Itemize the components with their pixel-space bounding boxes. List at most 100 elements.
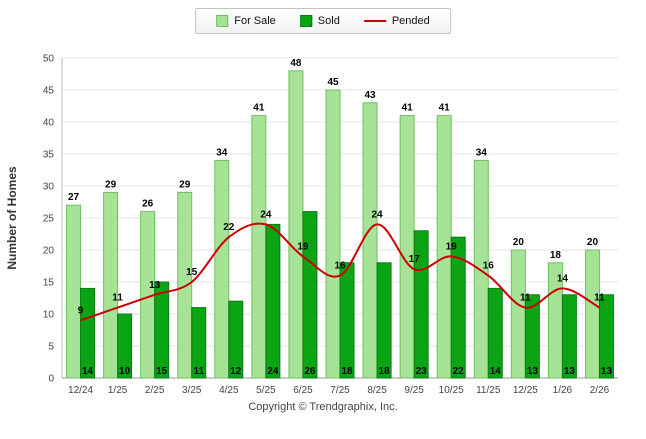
sold-value-label: 10 (119, 366, 131, 377)
x-tick-label: 1/26 (553, 385, 573, 396)
for-sale-bar (325, 89, 341, 379)
pended-value-label: 11 (112, 293, 123, 304)
for-sale-bar (177, 191, 193, 379)
for-sale-value-label: 45 (327, 77, 339, 88)
sold-value-label: 11 (193, 366, 204, 377)
pended-value-label: 19 (446, 241, 458, 252)
sold-bar (339, 262, 355, 379)
pended-value-label: 9 (78, 305, 84, 316)
for-sale-bar (214, 159, 230, 379)
pended-value-label: 15 (186, 267, 198, 278)
for-sale-value-label: 29 (105, 179, 117, 190)
for-sale-bar (399, 115, 415, 379)
y-tick-label: 25 (43, 214, 55, 225)
sold-value-label: 13 (601, 366, 613, 377)
pended-value-label: 22 (223, 222, 235, 233)
pended-value-label: 24 (372, 209, 384, 220)
pended-value-label: 14 (557, 273, 569, 284)
pended-value-label: 24 (260, 209, 272, 220)
pended-line (80, 222, 600, 322)
for-sale-value-label: 43 (365, 90, 377, 101)
sold-value-label: 14 (82, 366, 94, 377)
sold-value-label: 18 (379, 366, 391, 377)
x-tick-label: 1/25 (108, 385, 128, 396)
x-tick-label: 5/25 (256, 385, 276, 396)
legend-label: Pended (391, 15, 430, 27)
y-tick-label: 35 (43, 150, 55, 161)
pended-line-swatch (363, 20, 386, 22)
sold-value-label: 13 (527, 366, 539, 377)
for-sale-value-label: 34 (476, 147, 488, 158)
legend-item-pended: Pended (363, 15, 430, 27)
for-sale-value-label: 48 (290, 58, 302, 69)
pended-value-label: 11 (594, 293, 605, 304)
sold-bar (154, 281, 170, 379)
sold-bar (561, 294, 577, 379)
x-tick-label: 12/25 (513, 385, 538, 396)
y-axis-title: Number of Homes (5, 166, 19, 270)
pended-value-label: 17 (409, 254, 421, 265)
sold-bar (450, 236, 466, 379)
for-sale-bar (362, 102, 378, 379)
sold-value-label: 24 (267, 366, 279, 377)
pended-value-label: 13 (149, 280, 161, 291)
y-tick-label: 20 (43, 246, 55, 257)
sold-bar (487, 287, 503, 379)
legend-item-sold: Sold (299, 15, 340, 27)
for-sale-value-label: 41 (402, 103, 414, 114)
x-tick-label: 11/25 (476, 385, 501, 396)
sold-bar (80, 287, 96, 379)
for-sale-bar (251, 115, 267, 379)
sold-bar (524, 294, 540, 379)
for-sale-bar (473, 159, 489, 379)
sold-bar (191, 307, 207, 379)
pended-value-label: 11 (520, 293, 531, 304)
y-tick-label: 10 (43, 310, 55, 321)
sold-bar (117, 313, 133, 379)
sold-bar (228, 300, 244, 379)
for-sale-bar (288, 70, 304, 379)
for-sale-value-label: 20 (587, 237, 599, 248)
y-tick-label: 30 (43, 182, 55, 193)
for-sale-bar (66, 204, 82, 379)
x-tick-label: 7/25 (330, 385, 350, 396)
sold-bar (302, 211, 318, 379)
y-tick-label: 5 (48, 342, 54, 353)
sold-value-label: 26 (304, 366, 316, 377)
sold-value-label: 22 (453, 366, 465, 377)
sold-bar (598, 294, 614, 379)
sold-value-label: 13 (564, 366, 576, 377)
pended-value-label: 19 (297, 241, 309, 252)
sold-bar (265, 223, 281, 379)
legend: For Sale Sold Pended (195, 8, 451, 34)
for-sale-bar (584, 249, 600, 379)
for-sale-bar (510, 249, 526, 379)
x-tick-label: 2/25 (145, 385, 165, 396)
for-sale-bar (103, 191, 119, 379)
sold-bar (376, 262, 392, 379)
x-tick-label: 6/25 (293, 385, 313, 396)
for-sale-value-label: 34 (216, 147, 228, 158)
sold-value-label: 15 (156, 366, 168, 377)
for-sale-value-label: 41 (253, 103, 265, 114)
sold-value-label: 23 (416, 366, 428, 377)
for-sale-swatch (216, 15, 229, 27)
pended-value-label: 16 (334, 261, 346, 272)
x-tick-label: 9/25 (404, 385, 424, 396)
y-tick-label: 15 (43, 278, 55, 289)
for-sale-value-label: 41 (439, 103, 451, 114)
legend-label: Sold (317, 15, 340, 27)
y-tick-label: 45 (43, 86, 55, 97)
sold-value-label: 14 (490, 366, 502, 377)
sold-swatch (299, 15, 312, 27)
y-tick-label: 50 (43, 54, 55, 65)
x-tick-label: 2/26 (590, 385, 610, 396)
sold-value-label: 18 (341, 366, 353, 377)
x-tick-label: 4/25 (219, 385, 239, 396)
x-tick-label: 12/24 (68, 385, 93, 396)
sold-bar (413, 230, 429, 379)
for-sale-value-label: 18 (550, 250, 562, 261)
legend-label: For Sale (234, 15, 276, 27)
